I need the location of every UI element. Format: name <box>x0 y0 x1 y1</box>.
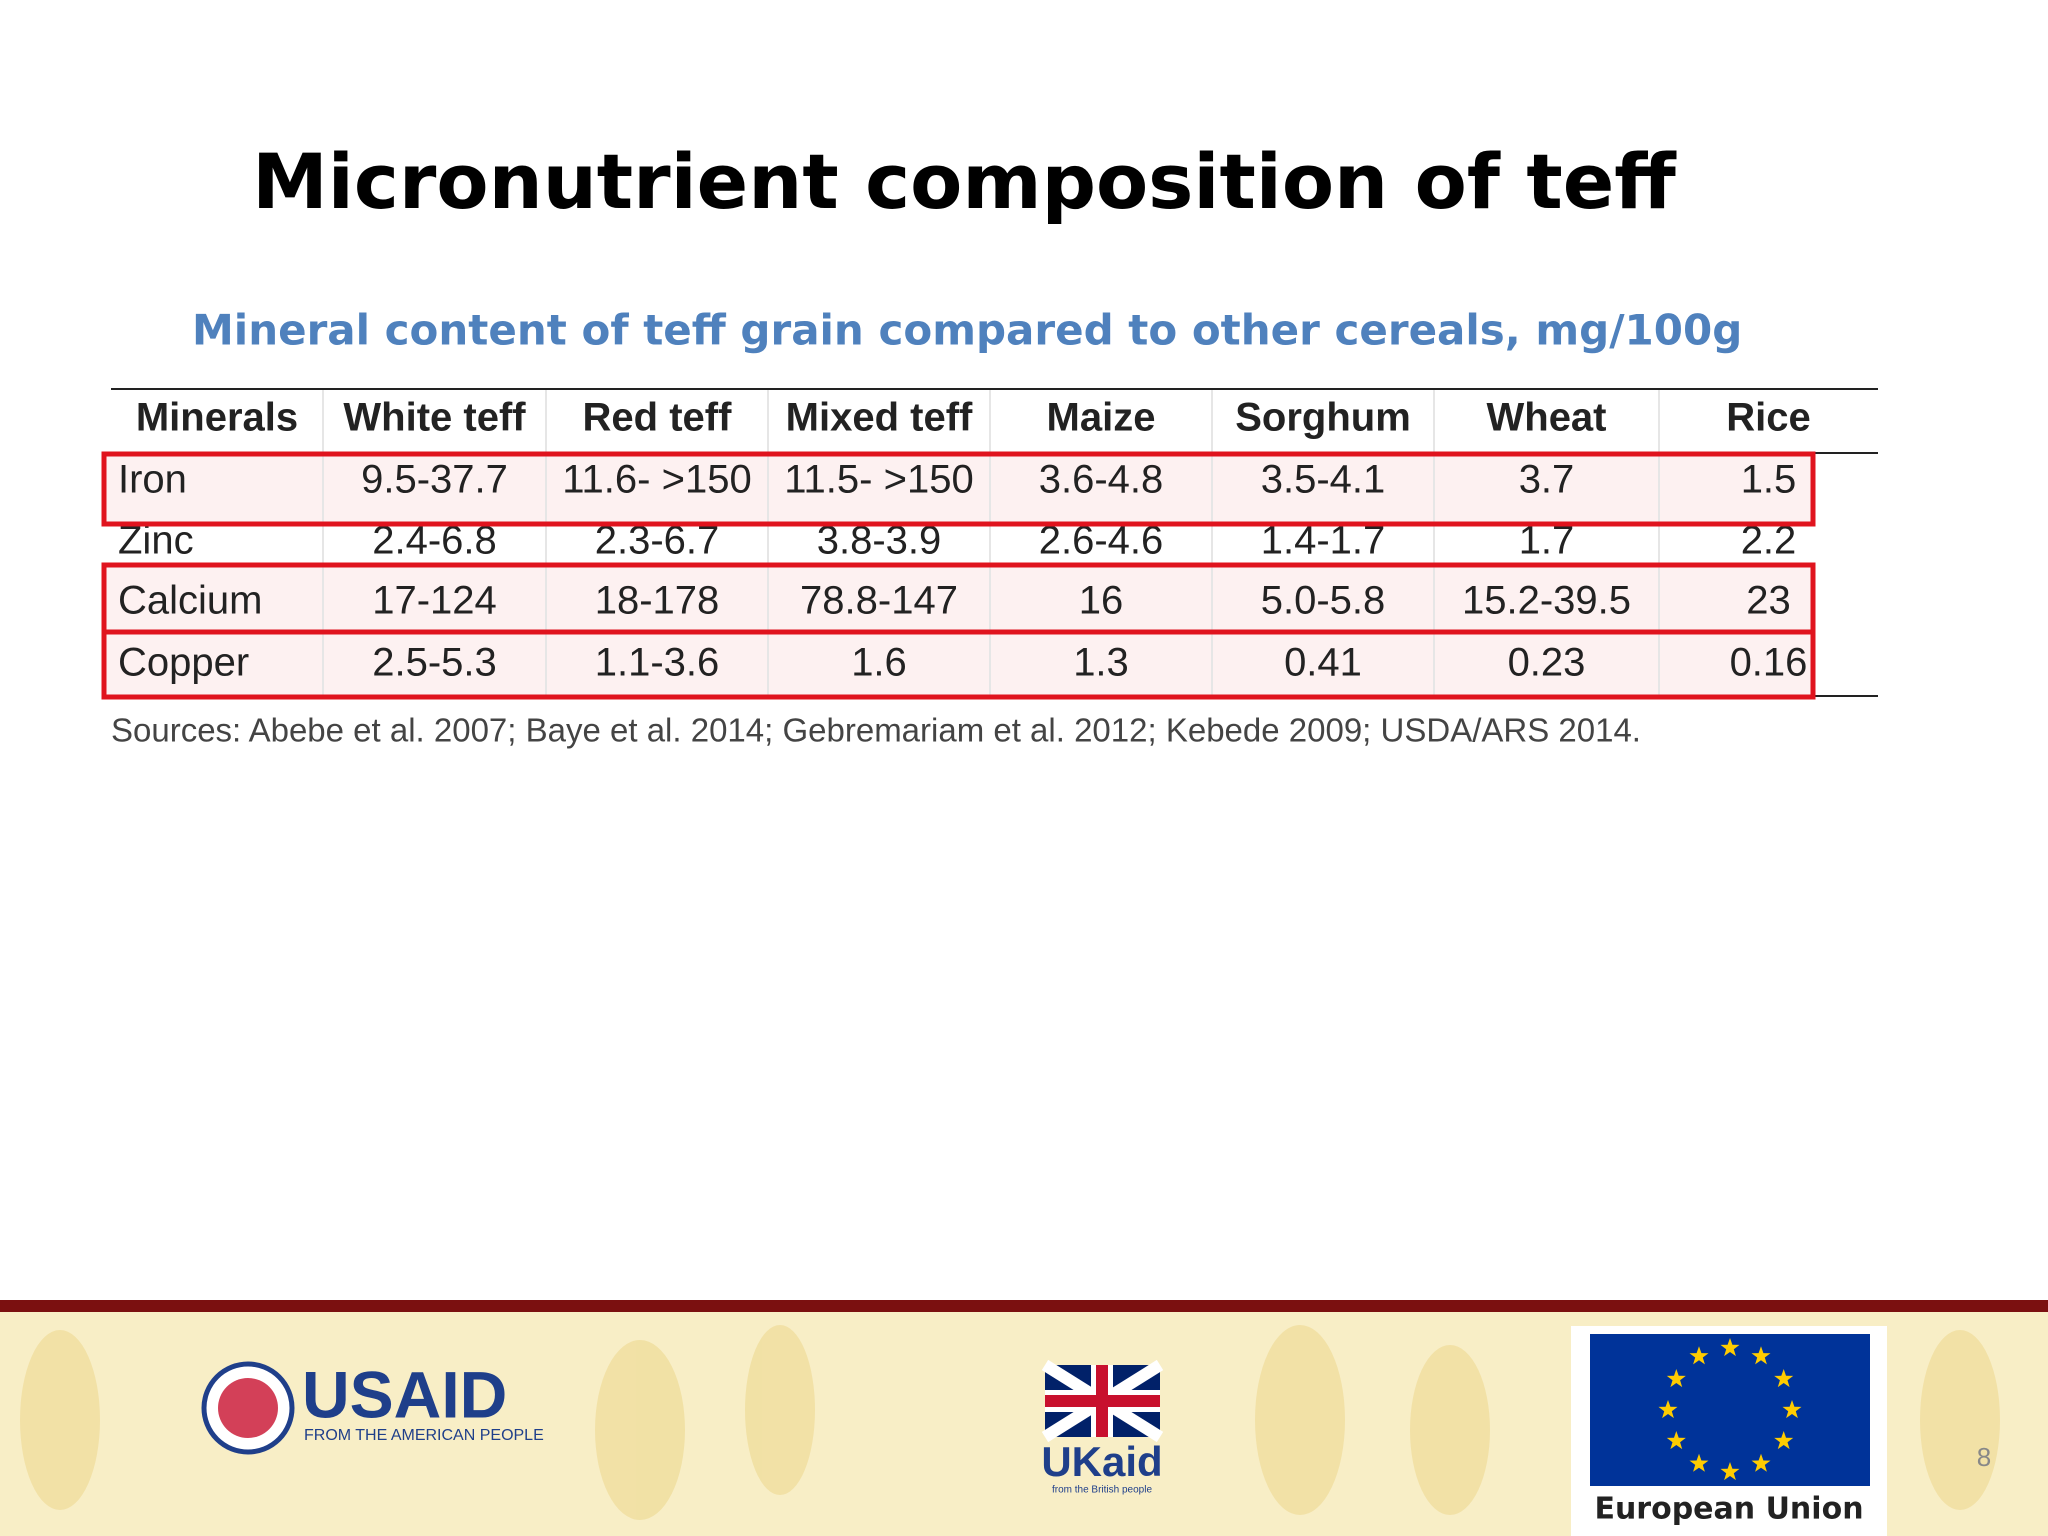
row-highlight-fill <box>104 632 1813 697</box>
table-cell: 9.5-37.7 <box>361 458 508 502</box>
eu-star <box>1782 1400 1802 1419</box>
eu-star <box>1720 1462 1740 1481</box>
table-cell: 17-124 <box>372 579 497 623</box>
table-cell: 0.23 <box>1508 641 1586 685</box>
eu-star <box>1774 1369 1794 1388</box>
eu-name: European Union <box>1594 1492 1863 1527</box>
row-label: Iron <box>118 458 187 502</box>
eu-star <box>1689 1346 1709 1365</box>
table-cell: 0.16 <box>1730 641 1808 685</box>
table-cell: 2.5-5.3 <box>372 641 497 685</box>
subtitle: Mineral content of teff grain compared t… <box>192 306 1742 355</box>
header-cell: Minerals <box>136 396 298 440</box>
table-cell: 1.5 <box>1741 458 1797 502</box>
header-cell: Maize <box>1047 396 1156 440</box>
row-highlight-fill <box>104 565 1813 632</box>
table-cell: 11.6- >150 <box>562 458 751 502</box>
table-cell: 1.6 <box>851 641 907 685</box>
table-cell: 1.3 <box>1073 641 1129 685</box>
table-cell: 78.8-147 <box>800 579 958 623</box>
row-highlight <box>101 451 1816 527</box>
table: Minerals White teff Red teff Mixed teff Maiz… <box>101 388 1878 700</box>
usaid-tagline: FROM THE AMERICAN PEOPLE <box>304 1427 544 1444</box>
header-cell: Red teff <box>583 396 733 440</box>
table-cell: 0.41 <box>1284 641 1362 685</box>
table-cell: 3.6-4.8 <box>1039 458 1164 502</box>
table-cell: 5.0-5.8 <box>1261 579 1386 623</box>
eu-star <box>1751 1346 1771 1365</box>
sources: Sources: Abebe et al. 2007; Baye et al. … <box>111 712 1641 749</box>
footer-rule <box>0 1300 2048 1312</box>
ukaid-tagline: from the British people <box>1052 1485 1152 1496</box>
header-cell: Mixed teff <box>786 396 973 440</box>
eu-star <box>1751 1453 1771 1472</box>
table-cell: 23 <box>1746 579 1791 623</box>
eu-star <box>1689 1453 1709 1472</box>
eu-star <box>1774 1431 1794 1450</box>
header-cell: Rice <box>1726 396 1811 440</box>
footer-pattern <box>20 1325 2000 1520</box>
ukaid-name: UKaid <box>1041 1438 1162 1485</box>
table-cell: 3.7 <box>1519 458 1575 502</box>
eu-star <box>1666 1431 1686 1450</box>
table-cell: 11.5- >150 <box>784 458 973 502</box>
table-cell: 18-178 <box>595 579 720 623</box>
table-cell: 16 <box>1079 579 1124 623</box>
table-cell: 1.1-3.6 <box>595 641 720 685</box>
header-cell: White teff <box>343 396 526 440</box>
eu-star <box>1666 1369 1686 1388</box>
slide-title: Micronutrient composition of teff <box>252 137 1677 226</box>
ukaid-logo: UKaid from the British people <box>1041 1359 1164 1496</box>
row-label: Copper <box>118 641 249 685</box>
eu-star <box>1720 1338 1740 1357</box>
eu-logo: European Union <box>1571 1326 1887 1536</box>
eu-star <box>1658 1400 1678 1419</box>
usaid-logo: USAID FROM THE AMERICAN PEOPLE <box>201 1357 544 1455</box>
row-highlight-fill <box>104 454 1813 524</box>
header-cell: Sorghum <box>1235 396 1411 440</box>
table-cell: 3.5-4.1 <box>1261 458 1386 502</box>
usaid-name: USAID <box>302 1357 507 1431</box>
row-highlight <box>101 629 1816 700</box>
row-label: Calcium <box>118 579 262 623</box>
table-cell: 15.2-39.5 <box>1462 579 1631 623</box>
header-cell: Wheat <box>1487 396 1607 440</box>
page-number: 8 <box>1977 1442 1991 1472</box>
